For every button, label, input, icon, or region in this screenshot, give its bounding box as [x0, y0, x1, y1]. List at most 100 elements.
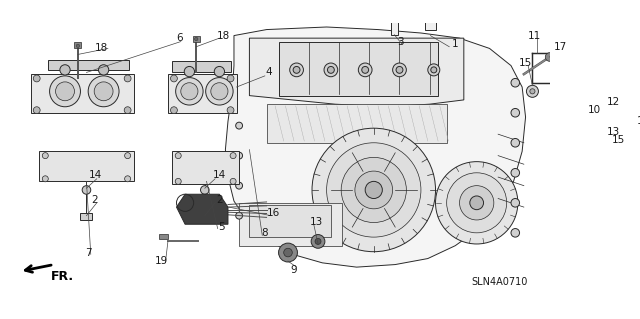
- Text: 17: 17: [554, 42, 567, 52]
- Circle shape: [200, 186, 209, 194]
- Circle shape: [125, 152, 131, 159]
- Circle shape: [511, 198, 520, 207]
- Circle shape: [230, 178, 236, 184]
- Bar: [48, 60, 129, 70]
- Text: 5: 5: [219, 222, 225, 232]
- Text: 11: 11: [527, 31, 541, 41]
- Text: 14: 14: [212, 170, 226, 180]
- Circle shape: [358, 63, 372, 77]
- Text: 4: 4: [265, 67, 271, 78]
- Text: 6: 6: [176, 33, 182, 43]
- Text: 10: 10: [588, 105, 601, 115]
- Bar: [193, 36, 200, 41]
- Circle shape: [527, 85, 538, 97]
- Circle shape: [175, 78, 203, 105]
- Circle shape: [559, 114, 575, 129]
- Bar: [250, 204, 331, 237]
- Text: 17: 17: [637, 116, 640, 126]
- Circle shape: [42, 152, 48, 159]
- Circle shape: [82, 186, 91, 194]
- Bar: [74, 42, 81, 48]
- Circle shape: [511, 138, 520, 147]
- Circle shape: [470, 196, 484, 210]
- Circle shape: [180, 83, 198, 100]
- Circle shape: [428, 64, 440, 76]
- Text: 18: 18: [95, 43, 109, 54]
- Bar: [172, 61, 230, 71]
- Circle shape: [278, 243, 298, 262]
- Circle shape: [124, 107, 131, 114]
- Bar: [199, 215, 211, 222]
- Circle shape: [290, 63, 303, 77]
- Bar: [280, 42, 438, 96]
- Circle shape: [571, 137, 583, 149]
- Circle shape: [33, 75, 40, 82]
- Circle shape: [284, 248, 292, 257]
- Circle shape: [56, 82, 74, 101]
- Circle shape: [214, 66, 225, 77]
- Circle shape: [511, 108, 520, 117]
- Circle shape: [563, 118, 570, 125]
- Text: 2: 2: [92, 195, 99, 205]
- Circle shape: [211, 83, 228, 100]
- Circle shape: [312, 128, 435, 252]
- Circle shape: [614, 121, 623, 130]
- Polygon shape: [225, 27, 525, 267]
- Circle shape: [511, 168, 520, 177]
- Circle shape: [33, 107, 40, 114]
- Circle shape: [362, 66, 369, 73]
- Circle shape: [170, 107, 177, 114]
- Text: 3: 3: [397, 37, 404, 47]
- Polygon shape: [267, 104, 447, 143]
- Text: 13: 13: [310, 217, 323, 227]
- Circle shape: [326, 143, 421, 237]
- Bar: [159, 234, 168, 239]
- Circle shape: [598, 140, 604, 145]
- Circle shape: [324, 63, 338, 77]
- Polygon shape: [172, 151, 239, 184]
- Polygon shape: [31, 74, 134, 113]
- Polygon shape: [39, 151, 134, 182]
- Circle shape: [328, 66, 334, 73]
- Text: 19: 19: [156, 256, 168, 266]
- Circle shape: [227, 75, 234, 82]
- Text: FR.: FR.: [51, 270, 74, 283]
- Circle shape: [355, 171, 392, 209]
- Text: 16: 16: [267, 208, 280, 218]
- Circle shape: [125, 176, 131, 182]
- Circle shape: [60, 65, 70, 75]
- Circle shape: [49, 76, 81, 107]
- Circle shape: [435, 162, 518, 244]
- Circle shape: [205, 78, 233, 105]
- Polygon shape: [168, 74, 237, 113]
- Circle shape: [431, 67, 437, 73]
- Circle shape: [595, 137, 607, 149]
- Circle shape: [392, 63, 406, 77]
- Circle shape: [42, 176, 48, 182]
- Circle shape: [170, 75, 177, 82]
- Text: 15: 15: [612, 135, 625, 145]
- Circle shape: [76, 44, 79, 48]
- Polygon shape: [250, 38, 464, 107]
- Circle shape: [530, 89, 535, 94]
- Bar: [391, 0, 398, 35]
- Circle shape: [236, 182, 243, 189]
- Circle shape: [575, 140, 580, 145]
- Bar: [81, 213, 92, 220]
- Circle shape: [511, 78, 520, 87]
- Text: 15: 15: [519, 58, 532, 68]
- Text: 18: 18: [217, 31, 230, 41]
- Circle shape: [396, 66, 403, 73]
- Circle shape: [460, 186, 494, 220]
- Text: 8: 8: [262, 228, 268, 238]
- Text: 7: 7: [85, 248, 92, 257]
- Circle shape: [227, 107, 234, 114]
- Circle shape: [293, 66, 300, 73]
- Text: 9: 9: [291, 265, 298, 275]
- Circle shape: [311, 234, 325, 248]
- Circle shape: [365, 182, 382, 198]
- Circle shape: [315, 238, 321, 244]
- Text: SLN4A0710: SLN4A0710: [472, 277, 528, 287]
- Bar: [239, 203, 342, 246]
- Circle shape: [195, 37, 198, 41]
